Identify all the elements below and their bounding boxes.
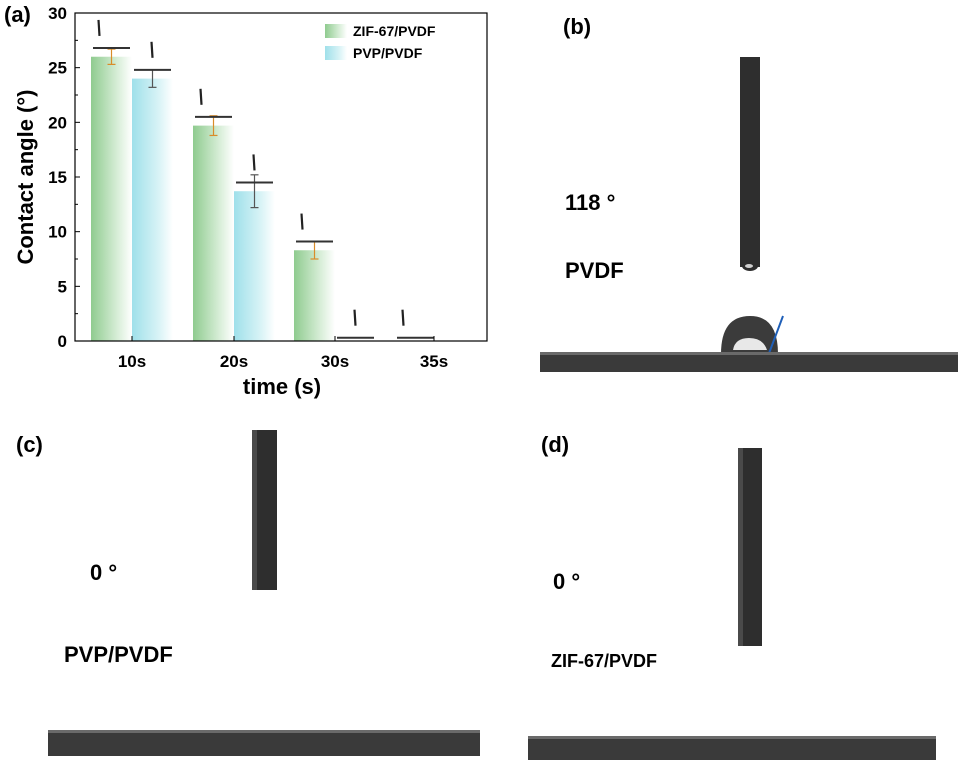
panel-b-substrate	[540, 352, 958, 372]
legend-swatch-pvp	[325, 46, 347, 60]
panel-b-label: (b)	[563, 14, 592, 39]
x-axis-label: time (s)	[243, 374, 321, 399]
panel-b-photo	[540, 57, 958, 372]
panel-d-label: (d)	[541, 432, 570, 457]
y-tick-label: 20	[48, 113, 67, 132]
y-tick-label: 0	[58, 332, 67, 351]
panel-d-angle-label: 0 °	[553, 569, 581, 594]
panel-c-angle-label: 0 °	[90, 560, 118, 585]
mean-marker	[353, 309, 357, 326]
x-tick-label: 35s	[420, 352, 448, 371]
legend-swatch-zif	[325, 24, 347, 38]
bar-zif-10s	[91, 56, 132, 341]
mean-marker	[199, 88, 203, 105]
y-tick-label: 15	[48, 168, 67, 187]
panel-b-angle-label: 118 °	[565, 190, 616, 215]
x-tick-label: 10s	[118, 352, 146, 371]
y-tick-label: 30	[48, 4, 67, 23]
contact-angle-bar-chart: 0 5 10 15 20 25 30 10s 20s 30s 35s time (s) Contact …	[13, 4, 488, 399]
y-axis-label: Contact angle (°)	[13, 89, 38, 264]
mean-marker	[150, 41, 154, 58]
panel-c-label: (c)	[16, 432, 43, 457]
panel-c-substrate	[48, 730, 480, 756]
legend-label-pvp: PVP/PVDF	[353, 45, 423, 61]
mean-marker	[401, 309, 405, 326]
panel-b-needle	[740, 57, 760, 267]
bar-zif-20s	[193, 125, 234, 341]
bar-zif-30s	[294, 250, 335, 341]
panel-a-label: (a)	[4, 2, 31, 27]
bar-pvp-20s	[234, 191, 275, 341]
panel-d-substrate	[528, 736, 936, 760]
panel-d-sample-label: ZIF-67/PVDF	[551, 651, 658, 671]
y-tick-label: 25	[48, 59, 67, 78]
x-tick-label: 30s	[321, 352, 349, 371]
panel-c-photo	[48, 430, 480, 756]
bar-pvp-10s	[132, 78, 173, 341]
legend-label-zif: ZIF-67/PVDF	[353, 23, 436, 39]
y-tick-label: 10	[48, 223, 67, 242]
panel-b-sample-label: PVDF	[565, 258, 624, 283]
mean-marker	[97, 19, 101, 37]
mean-marker	[300, 213, 304, 230]
contact-angle-tangent	[767, 315, 784, 357]
x-tick-label: 20s	[220, 352, 248, 371]
mean-marker	[252, 154, 256, 171]
y-tick-label: 5	[58, 277, 67, 296]
panel-d-photo	[528, 448, 936, 760]
panel-c-sample-label: PVP/PVDF	[64, 642, 173, 667]
